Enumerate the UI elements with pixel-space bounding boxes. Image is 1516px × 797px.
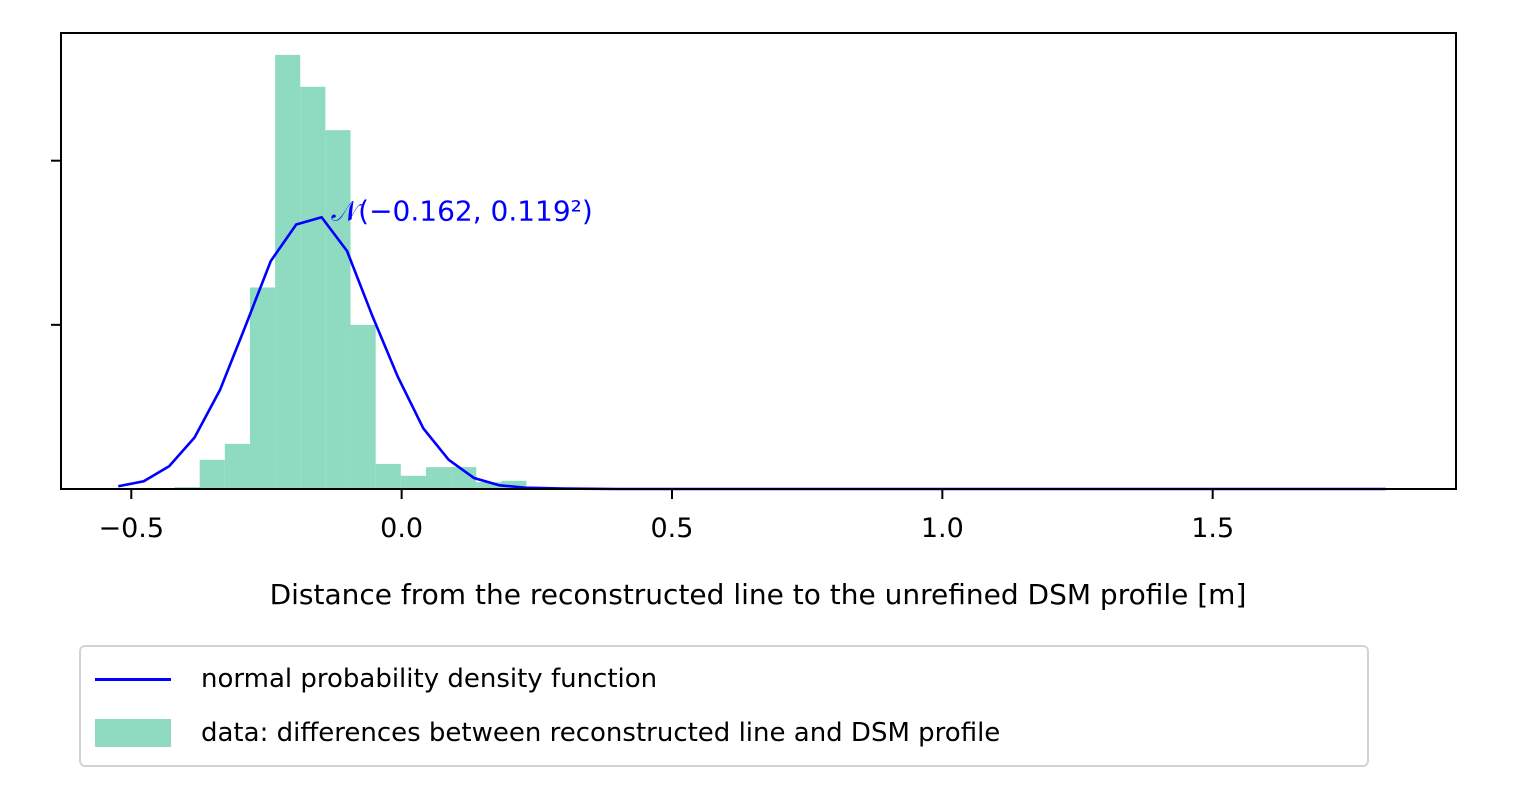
- histogram-bars: [174, 54, 552, 490]
- plot-frame: [60, 32, 1457, 490]
- legend: normal probability density function data…: [79, 645, 1369, 767]
- histogram-bar-9: [400, 475, 426, 489]
- legend-entry-pdf: normal probability density function: [95, 659, 657, 699]
- histogram-bar-12: [476, 482, 502, 489]
- legend-swatch-pdf: [95, 677, 171, 681]
- x-tick-label-2: 0.5: [651, 513, 694, 544]
- legend-swatch-data: [95, 719, 171, 747]
- histogram-chart: −0.5 0.0 0.5 1.0 1.5 𝒩(−0.162, 0.119²) Dista…: [51, 32, 1457, 611]
- x-tick-label-4: 1.5: [1191, 513, 1234, 544]
- histogram-bar-1: [199, 459, 225, 489]
- x-axis-label: Distance from the reconstructed line to …: [270, 578, 1247, 611]
- x-tick-label-1: 0.0: [380, 513, 423, 544]
- histogram-bar-11: [451, 467, 477, 489]
- histogram-bar-5: [300, 86, 326, 490]
- legend-label-data: data: differences between reconstructed …: [201, 718, 1001, 748]
- histogram-bar-13: [501, 480, 527, 489]
- histogram-bar-3: [249, 287, 276, 489]
- y-axis-ticks: [51, 159, 61, 326]
- histogram-bar-8: [375, 463, 401, 489]
- pdf-annotation: 𝒩(−0.162, 0.119²): [331, 194, 592, 227]
- x-tick-label-0: −0.5: [99, 513, 165, 544]
- x-axis-ticks: −0.5 0.0 0.5 1.0 1.5: [99, 489, 1234, 544]
- histogram-bar-2: [224, 443, 250, 489]
- histogram-bar-10: [425, 467, 452, 489]
- histogram-bar-6: [325, 130, 351, 490]
- histogram-bar-4: [275, 54, 301, 489]
- legend-label-pdf: normal probability density function: [201, 664, 658, 694]
- legend-entry-data: data: differences between reconstructed …: [95, 713, 1000, 753]
- x-tick-label-3: 1.0: [921, 513, 964, 544]
- histogram-bar-7: [350, 324, 376, 489]
